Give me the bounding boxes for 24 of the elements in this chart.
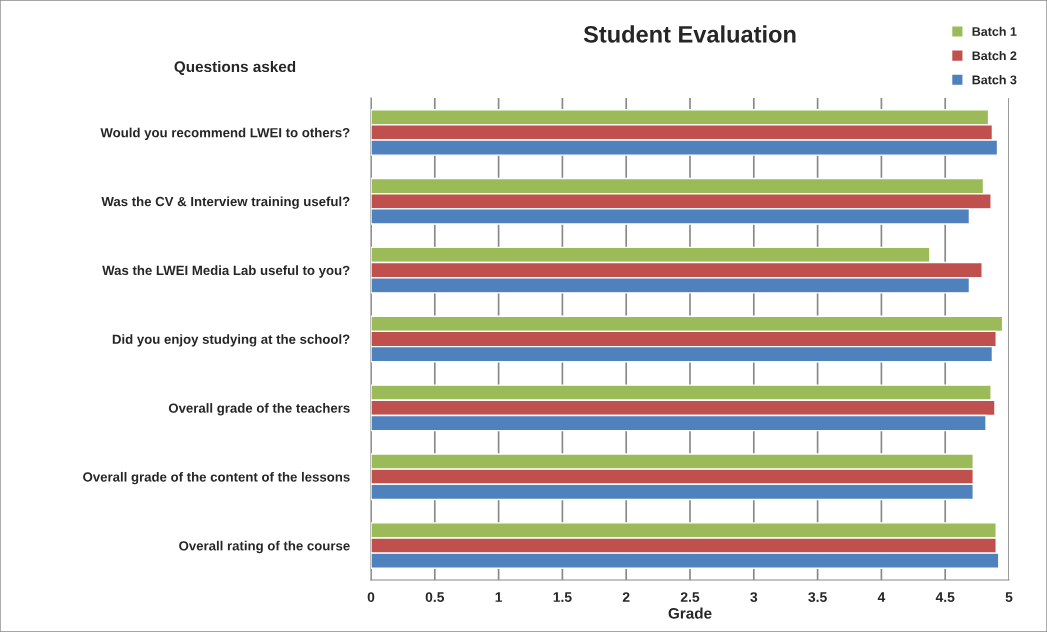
y-tick-label: Was the CV & Interview training useful? bbox=[101, 196, 350, 209]
chart-title: Student Evaluation bbox=[583, 25, 796, 43]
y-axis-title: Questions asked bbox=[174, 60, 296, 75]
x-tick-label: 4.5 bbox=[935, 592, 955, 603]
legend-label: Batch 3 bbox=[972, 75, 1017, 85]
x-tick-label: 1 bbox=[495, 592, 503, 602]
x-tick-label: 0.5 bbox=[425, 592, 445, 603]
x-tick-label: 3 bbox=[750, 592, 758, 603]
x-tick-label: 1.5 bbox=[553, 592, 572, 603]
x-tick-label: 5 bbox=[1005, 592, 1013, 603]
x-tick-label: 4 bbox=[877, 592, 886, 602]
y-tick-label: Overall grade of the content of the lessons bbox=[83, 471, 350, 485]
legend-label: Batch 2 bbox=[972, 50, 1017, 61]
x-tick-label: 2.5 bbox=[680, 592, 700, 603]
y-tick-label: Would you recommend LWEI to others? bbox=[100, 127, 350, 140]
x-tick-label: 0 bbox=[367, 592, 375, 603]
y-tick-label: Overall rating of the course bbox=[179, 540, 350, 554]
y-tick-label: Was the LWEI Media Lab useful to you? bbox=[102, 265, 350, 278]
y-tick-label: Overall grade of the teachers bbox=[168, 403, 350, 416]
x-tick-label: 2 bbox=[622, 592, 630, 602]
y-tick-label: Did you enjoy studying at the school? bbox=[112, 334, 350, 347]
legend-label: Batch 1 bbox=[972, 26, 1017, 36]
x-axis-title: Grade bbox=[668, 607, 712, 619]
x-tick-label: 3.5 bbox=[808, 592, 827, 603]
